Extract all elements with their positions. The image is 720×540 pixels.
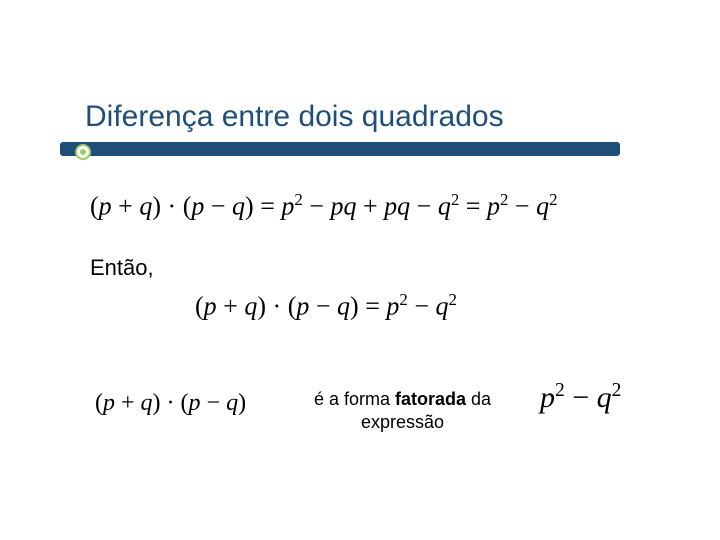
conclusion-bold: fatorada (395, 389, 466, 409)
formula-expression: p2 − q2 (540, 380, 621, 415)
conclusion-text: é a forma fatorada da expressão (305, 388, 500, 435)
bullet-icon (75, 144, 91, 160)
entao-label: Então, (90, 255, 154, 281)
formula-result: (p + q) · (p − q) = p2 − q2 (195, 290, 457, 322)
conclusion-pre: é a forma (314, 389, 395, 409)
formula-factored: (p + q) · (p − q) (95, 390, 246, 417)
title-underline (60, 142, 620, 156)
page-title: Diferença entre dois quadrados (85, 100, 645, 134)
formula-expansion: (p + q) · (p − q) = p2 − pq + pq − q2 = … (90, 190, 558, 222)
